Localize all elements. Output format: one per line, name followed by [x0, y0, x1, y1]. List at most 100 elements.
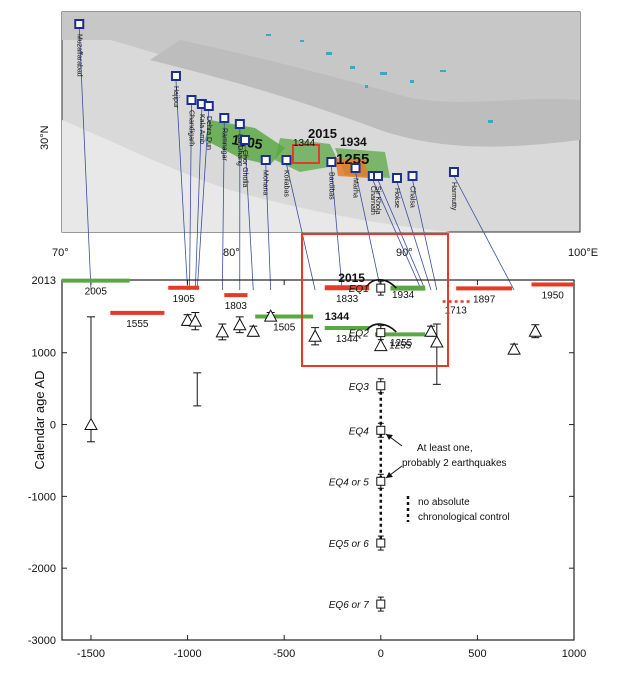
rupture-2015-box — [292, 144, 320, 164]
date-triangle — [246, 324, 261, 337]
annotation-arrow-down-head — [386, 472, 393, 478]
x-tick-label: 500 — [468, 648, 486, 660]
eq-marker — [376, 283, 386, 293]
site-marker — [74, 19, 85, 29]
site-label: Mohana — [262, 170, 269, 195]
annotation-layer: 1833 1934 1255 At least one, probably 2 … — [336, 290, 510, 523]
map-relief-plateau — [150, 40, 580, 147]
eq-label: EQ2 — [349, 329, 369, 340]
site-marker — [448, 167, 459, 177]
y-tick-label: 2013 — [32, 275, 56, 287]
date-triangle — [507, 342, 521, 355]
rupture-1934-label: 1934 — [340, 135, 367, 149]
site-connector — [265, 163, 272, 291]
site-layer: Muzaffarabad Hajipur Chandigarh Kala Amb Deh… — [74, 19, 515, 291]
site-label: Charnath — [369, 186, 376, 215]
site-marker — [234, 119, 245, 129]
site-marker — [350, 163, 361, 173]
date-triangle — [188, 314, 203, 327]
site-label: Dehra Dun — [205, 116, 212, 150]
dashed-label-1713: 1713 — [445, 306, 468, 317]
eq-label: EQ6 or 7 — [329, 600, 369, 611]
date-triangle — [215, 324, 230, 338]
site-marker — [326, 157, 337, 167]
date-triangle — [232, 317, 247, 331]
legend-line2: chronological control — [418, 512, 510, 523]
date-triangle — [263, 309, 278, 322]
event-label-1255: 1255 — [389, 340, 412, 351]
eq1-year-right: 1934 — [392, 290, 415, 301]
site-marker — [260, 155, 271, 165]
x-tick-label: -1000 — [174, 648, 202, 660]
site-label: Koilabas — [282, 170, 289, 197]
site-label: Marha — [352, 178, 359, 198]
site-connector — [189, 103, 192, 291]
date-triangle — [84, 417, 98, 431]
y-tick-label: -1000 — [28, 491, 56, 503]
date-triangle — [424, 324, 438, 337]
y-axis-label: Calendar age AD — [32, 370, 47, 469]
x-tick-label: 0 — [378, 648, 384, 660]
site-connector — [453, 175, 515, 291]
inset-label-1344: 1344 — [325, 311, 350, 323]
marks-layer: 2005 1555 1905 1803 1505 1344 1255 1897 1950 1713… — [62, 271, 574, 612]
inset-highlight-box — [301, 233, 449, 367]
lon-label-80: 80° — [223, 247, 240, 259]
date-triangle — [373, 338, 388, 352]
inset-arrow-1 — [366, 278, 397, 289]
site-label: Hokse — [393, 188, 400, 208]
y-tick-label: 1000 — [32, 348, 56, 360]
map-relief-north — [62, 12, 580, 123]
site-label: Hajipur — [172, 86, 179, 109]
x-tick-label: 1000 — [562, 648, 586, 660]
legend-line1: no absolute — [418, 497, 470, 508]
event-label-2005: 2005 — [85, 287, 108, 298]
event-label-1905: 1905 — [173, 294, 196, 305]
at-least-one-line1: At least one, — [417, 443, 473, 454]
site-marker — [219, 113, 230, 123]
site-label: Muzaffarabad — [75, 34, 82, 77]
site-connector — [221, 121, 225, 291]
date-triangle — [308, 329, 322, 342]
y-tick-label: -3000 — [28, 635, 56, 647]
site-label: Kala Amb — [198, 114, 205, 144]
lon-label-70: 70° — [52, 247, 69, 259]
x-tick-label: -1500 — [77, 648, 105, 660]
annotation-arrow-up-head — [386, 434, 393, 440]
x-tick-label: -500 — [273, 648, 295, 660]
eq-marker — [376, 538, 386, 548]
eq-label: EQ1 — [349, 284, 369, 295]
event-label-1950: 1950 — [542, 291, 565, 302]
site-marker — [240, 135, 251, 145]
eq1-year-left: 1833 — [336, 294, 359, 305]
site-marker — [391, 173, 402, 183]
site-marker — [407, 171, 418, 181]
site-label: Chandigarh — [188, 110, 195, 146]
site-marker — [186, 95, 197, 105]
site-connector — [330, 165, 343, 291]
date-triangle — [429, 334, 444, 348]
at-least-one-line2: probably 2 earthquakes — [402, 458, 507, 469]
rupture-1344-label: 1344 — [293, 138, 316, 149]
site-connector — [286, 163, 316, 291]
eq-marker — [376, 599, 386, 609]
y-tick-label: 0 — [50, 420, 56, 432]
site-connector — [355, 171, 382, 291]
date-triangle — [180, 313, 195, 326]
rupture-1255-label: 1255 — [336, 151, 369, 168]
site-marker — [170, 71, 181, 81]
map-panel: 1505 1344 2015 1934 1255 30°N 70° 80° 90… — [39, 11, 598, 291]
site-label: Sir Khola — [374, 186, 381, 215]
lon-label-100e: 100°E — [568, 247, 598, 259]
chart-panel: Calendar age AD -1500 -1000 -500 0 500 1000 -3… — [28, 233, 586, 660]
event-label-1505: 1505 — [273, 322, 296, 333]
site-label: Harmutty — [450, 182, 457, 211]
map-lakes — [266, 34, 493, 123]
eq-marker — [376, 425, 386, 435]
inset-arrow-2 — [366, 323, 397, 333]
eq-label: EQ5 or 6 — [329, 539, 369, 550]
y-tick-label: -2000 — [28, 563, 56, 575]
eq-marker — [376, 328, 386, 338]
eq-label: EQ4 — [349, 426, 369, 437]
